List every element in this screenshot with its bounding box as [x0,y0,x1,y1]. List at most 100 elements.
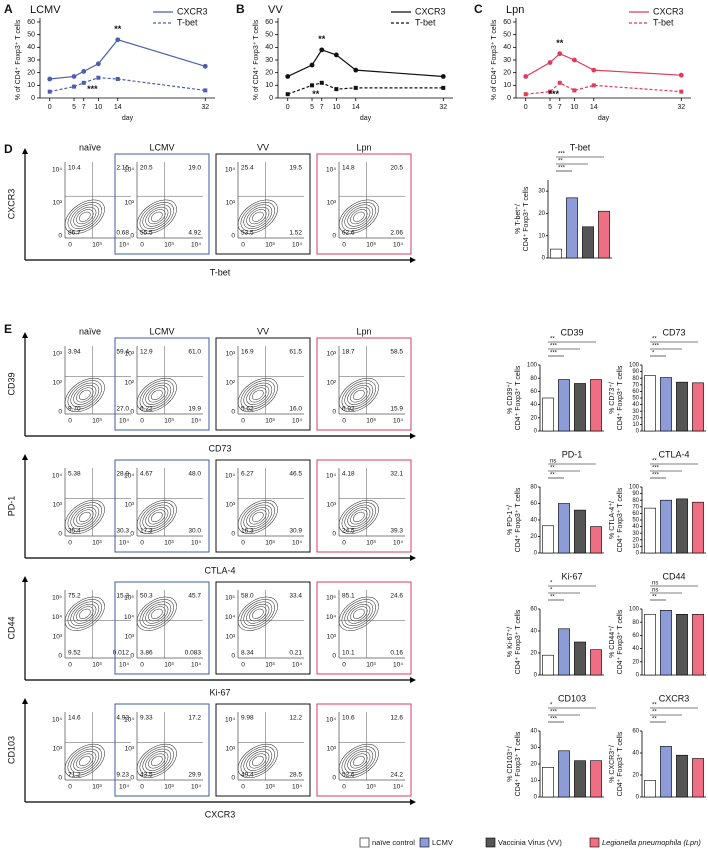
y-tick-label: 10³ [53,351,63,358]
significance-label: *** [558,166,566,172]
contour [338,596,379,631]
chart-title: CXCR3 [659,693,690,703]
marker [47,76,53,82]
quadrant-value: 4.92 [188,230,201,237]
contour [79,389,91,400]
arrow-head [22,332,28,338]
y-tick-label: 10² [226,380,236,387]
significance-label: ** [652,710,657,716]
y-tick-label: 20 [530,762,537,768]
contour [64,199,105,234]
chart-title: CD44 [662,571,685,581]
contour [353,755,365,766]
contour [79,211,91,222]
y-tick-label: 50 [265,32,273,39]
y-tick-label: 10³ [53,502,63,509]
y-axis-label: % of CD4⁺ Foxp3⁺ T cells [253,19,260,100]
bar [660,610,672,676]
contour [353,608,365,619]
y-axis-label: % CD103⁺/ [507,746,514,782]
bar [542,654,554,676]
bar [590,379,602,432]
contour [70,601,100,627]
panel-label: D [4,142,13,156]
contour [252,211,264,222]
y-tick-label: 100 [527,363,538,369]
arrow-head [410,799,416,805]
quadrant-value: 6.22 [140,406,153,413]
y-tick-label: 10³ [226,633,236,640]
contour [151,755,163,766]
quadrant-value: 33.4 [289,593,302,600]
marker [353,85,358,90]
marker [572,88,577,93]
x-tick-label: 0 [68,540,72,547]
quadrant-value: 0.16 [390,650,403,657]
y-tick-label: 10 [632,544,639,550]
marker [333,52,339,58]
quadrant-value: 2.06 [390,230,403,237]
quadrant-value: 28.9 [116,471,129,478]
y-tick-label: 60 [530,389,537,395]
quadrant-value: 85.1 [342,593,355,600]
y-axis-label: % CXCR3⁺/ [609,745,616,783]
significance-label: ns [550,459,556,465]
contour [139,380,174,410]
bar [676,381,688,432]
significance-label: * [652,351,655,357]
significance-label: * [550,703,553,709]
x-tick-label: 5 [548,104,552,111]
quadrant-value: 0.21 [289,650,302,657]
quadrant-value: 24.2 [390,772,403,779]
significance-label: ns [652,588,658,594]
x-tick-label: 10⁴ [191,784,201,791]
annotation: ** [318,34,326,44]
contour [142,748,172,774]
quadrant-value: 17.2 [188,715,201,722]
y-tick-label: 10³ [226,746,236,753]
y-tick-label: 30 [632,409,639,415]
legend-label: naïve control [372,838,415,847]
contour [243,601,273,627]
x-tick-label: 0 [342,242,346,249]
quadrant-value: 58.5 [390,349,403,356]
contour [347,507,371,527]
x-tick-label: 10³ [92,662,102,669]
y-tick-label: 0 [534,673,538,679]
bar [644,375,656,432]
quadrant-value: 52.6 [342,772,355,779]
y-tick-label: 10³ [53,746,63,753]
bar [676,498,688,554]
marker [353,67,359,73]
y-tick-label: 40 [632,646,639,652]
quadrant-value: 4.93 [116,715,129,722]
contour [136,499,177,535]
marker [309,62,315,68]
series-line [525,82,682,95]
y-tick-label: 30 [632,531,639,537]
column-title: Lpn [356,142,371,152]
y-tick-label: 20 [632,773,639,779]
significance-label: *** [550,710,558,716]
significance-label: *** [652,344,660,350]
y-tick-label: 40 [530,402,537,408]
significance-label: ns [652,581,658,587]
y-tick-label: 10³ [125,200,135,207]
contour [338,377,379,413]
x-tick-label: 0 [68,662,72,669]
x-tick-label: 10³ [164,540,174,547]
y-tick-label: 10 [265,82,273,89]
x-tick-label: 10³ [164,242,174,249]
quadrant-value: 3.94 [68,349,81,356]
quadrant-value: 9.52 [68,650,81,657]
y-tick-label: 10⁵ [326,595,336,602]
quadrant-value: 29.9 [188,772,201,779]
y-tick-label: 90 [632,491,639,497]
marker [679,89,684,94]
marker [81,80,86,85]
y-tick-label: 10² [125,380,135,387]
legend-label: T-bet [415,17,436,27]
y-axis-label: % CD44⁺/ [609,626,616,658]
marker [72,84,77,89]
contour [237,743,278,779]
